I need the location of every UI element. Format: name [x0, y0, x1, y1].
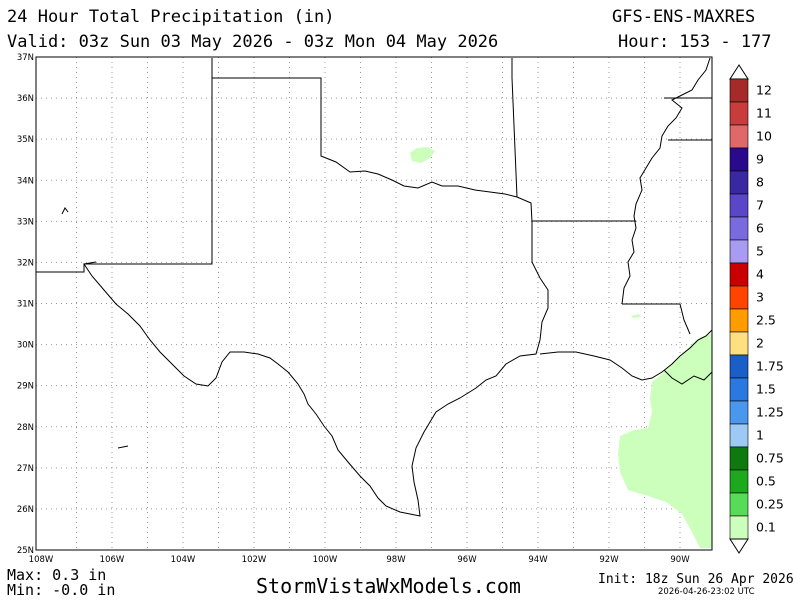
- colorbar-label: 9: [756, 152, 764, 167]
- forecast-hours: Hour: 153 - 177: [618, 32, 772, 52]
- colorbar-swatch: [729, 78, 749, 103]
- state-borders: [36, 57, 713, 517]
- model-name: GFS-ENS-MAXRES: [612, 7, 756, 27]
- colorbar-swatch: [729, 469, 749, 494]
- colorbar-label: 11: [756, 106, 772, 121]
- colorbar-swatch: [729, 423, 749, 448]
- colorbar-label: 10: [756, 129, 772, 144]
- colorbar-label: 6: [756, 221, 764, 236]
- colorbar-label: 7: [756, 198, 764, 213]
- color-scale: 12 11 10 9 8 7 6 5 4 3 2.5 2 1.75 1.5 1.25 1 0.75 0.5 0.25…: [729, 64, 784, 554]
- colorbar-swatch: [729, 193, 749, 218]
- lat-label: 28N: [17, 423, 34, 433]
- colorbar-label: 12: [756, 83, 772, 98]
- louisiana-bayou: [663, 369, 713, 385]
- lat-label: 31N: [17, 300, 34, 310]
- louisiana-mississippi-border: [622, 303, 691, 335]
- max-value: Max: 0.3 in: [7, 566, 107, 584]
- mississippi-river: [621, 57, 711, 305]
- site-brand: StormVistaWxModels.com: [256, 574, 521, 598]
- colorbar-swatch: [729, 331, 749, 356]
- longitude-labels: 108W 106W 104W 102W 100W 98W 96W 94W 92W 90W: [29, 555, 691, 565]
- colorbar-label: 0.75: [756, 451, 784, 466]
- colorbar-label: 0.25: [756, 497, 784, 512]
- colorbar-swatch: [729, 285, 749, 310]
- lat-label: 30N: [17, 341, 34, 351]
- lon-label: 102W: [242, 555, 267, 565]
- rio-grande-detail: [83, 261, 97, 265]
- lat-label: 36N: [17, 94, 34, 104]
- valid-period: Valid: 03z Sun 03 May 2026 - 03z Mon 04 …: [7, 32, 499, 52]
- colorbar-label: 0.1: [756, 520, 776, 535]
- render-timestamp: 2026-04-26-23:02 UTC: [658, 587, 755, 597]
- lat-label: 33N: [17, 217, 34, 227]
- lon-label: 94W: [528, 555, 548, 565]
- colorbar-swatch: [729, 515, 749, 540]
- colorbar-swatch: [729, 400, 749, 425]
- colorbar-arrow-top: [729, 64, 749, 80]
- lat-label: 32N: [17, 258, 34, 268]
- texas-border: [83, 77, 549, 517]
- lat-label: 35N: [17, 135, 34, 145]
- lon-label: 100W: [313, 555, 338, 565]
- colorbar-label: 8: [756, 175, 764, 190]
- latitude-labels: 37N 36N 35N 34N 33N 32N 31N 30N 29N 28N 27N 26N 25N: [17, 53, 34, 556]
- lat-label: 27N: [17, 464, 34, 474]
- colorbar-label: 5: [756, 244, 764, 259]
- lon-label: 106W: [100, 555, 125, 565]
- lon-label: 92W: [599, 555, 619, 565]
- colorbar-arrow-bottom: [729, 538, 749, 554]
- colorbar-swatch: [729, 216, 749, 241]
- colorbar-swatch: [729, 170, 749, 195]
- lon-label: 108W: [29, 555, 54, 565]
- colorbar-swatch: [729, 446, 749, 471]
- map-title: 24 Hour Total Precipitation (in): [7, 7, 335, 27]
- colorbar-label: 1.5: [756, 382, 776, 397]
- island-2: [117, 445, 129, 449]
- colorbar-label: 1: [756, 428, 764, 443]
- colorbar-label: 2.5: [756, 313, 776, 328]
- precip-area-small: [631, 314, 641, 318]
- lat-label: 25N: [17, 546, 34, 556]
- colorbar-label: 4: [756, 267, 764, 282]
- colorbar-label: 1.25: [756, 405, 784, 420]
- map-frame: [35, 56, 713, 551]
- lat-label: 26N: [17, 505, 34, 515]
- lon-label: 98W: [386, 555, 406, 565]
- colorbar-swatch: [729, 124, 749, 149]
- colorbar-label: 0.5: [756, 474, 776, 489]
- colorbar-swatch: [729, 308, 749, 333]
- colorbar-swatch: [729, 101, 749, 126]
- colorbar-swatch: [729, 354, 749, 379]
- new-mexico-border: [36, 264, 85, 273]
- precip-area-oklahoma: [410, 147, 435, 163]
- precipitation-shading: [410, 147, 712, 548]
- init-time: Init: 18z Sun 26 Apr 2026: [598, 572, 794, 587]
- colorbar-swatch: [729, 262, 749, 287]
- precip-area-gulf: [618, 333, 712, 548]
- colorbar-label: 2: [756, 336, 764, 351]
- lat-label: 29N: [17, 382, 34, 392]
- island: [61, 207, 69, 215]
- lon-label: 96W: [457, 555, 477, 565]
- lon-label: 104W: [171, 555, 196, 565]
- colorbar-swatch: [729, 239, 749, 264]
- colorbar-label: 3: [756, 290, 764, 305]
- lat-label: 37N: [17, 53, 34, 63]
- oklahoma-north: [511, 58, 518, 198]
- colorbar-swatch: [729, 377, 749, 402]
- lat-label: 34N: [17, 176, 34, 186]
- colorbar-swatch: [729, 147, 749, 172]
- min-value: Min: -0.0 in: [7, 581, 116, 599]
- graticule: [36, 57, 712, 550]
- louisiana-coast: [539, 329, 713, 381]
- lon-label: 90W: [670, 555, 690, 565]
- colorbar-label: 1.75: [756, 359, 784, 374]
- colorbar-swatch: [729, 492, 749, 517]
